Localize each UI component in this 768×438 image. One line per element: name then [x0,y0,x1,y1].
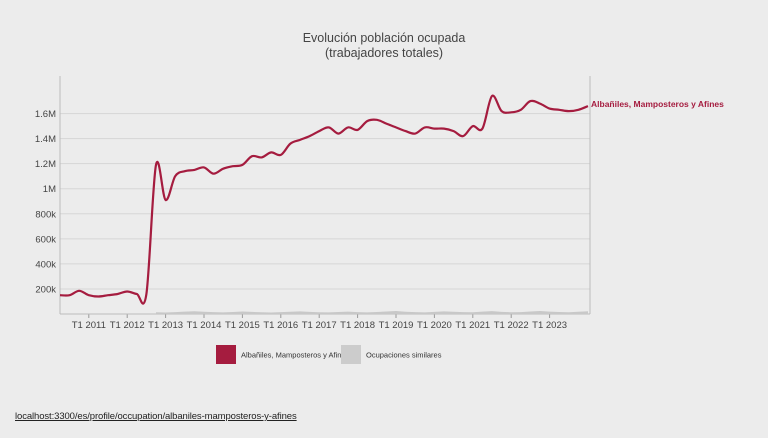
x-tick-label: T1 2022 [494,320,529,331]
y-tick-label: 200k [35,284,56,295]
series-area-ocupaciones-similares[interactable] [156,311,588,314]
x-tick-label: T1 2015 [225,320,260,331]
y-tick-label: 600k [35,234,56,245]
footer-url-link[interactable]: localhost:3300/es/profile/occupation/alb… [15,411,297,422]
x-tick-label: T1 2012 [110,320,145,331]
x-tick-label: T1 2021 [455,320,490,331]
y-tick-label: 1.2M [35,159,56,170]
y-tick-label: 800k [35,209,56,220]
y-tick-label: 1.6M [35,109,56,120]
series-end-label: Albañiles, Mamposteros y Afines [591,99,724,109]
y-axis: 200k 400k 600k 800k 1M 1.2M 1.4M 1.6M [35,76,591,314]
x-tick-label: T1 2014 [187,320,222,331]
y-tick-label: 400k [35,259,56,270]
x-tick-label: T1 2023 [532,320,567,331]
x-tick-label: T1 2018 [340,320,375,331]
legend: Albañiles, Mamposteros y Afines Ocupacio… [216,345,442,364]
legend-swatch-similares[interactable] [341,345,361,364]
x-axis: T1 2011 T1 2012 T1 2013 T1 2014 T1 2015 T1 20… [60,313,590,331]
x-tick-label: T1 2011 [72,320,106,331]
legend-swatch-albaniles[interactable] [216,345,236,364]
x-tick-label: T1 2013 [148,320,183,331]
legend-label-albaniles[interactable]: Albañiles, Mamposteros y Afines [241,351,350,360]
legend-label-similares[interactable]: Ocupaciones similares [366,351,442,360]
chart-subtitle: (trabajadores totales) [325,46,443,60]
y-tick-label: 1M [43,184,56,195]
y-tick-label: 1.4M [35,134,56,145]
x-tick-label: T1 2016 [263,320,298,331]
x-tick-label: T1 2017 [302,320,337,331]
x-tick-label: T1 2019 [379,320,414,331]
x-tick-label: T1 2020 [417,320,452,331]
gridlines [60,113,590,290]
series [59,94,589,314]
chart-title: Evolución población ocupada [303,31,466,45]
series-line-albaniles[interactable] [59,94,589,305]
